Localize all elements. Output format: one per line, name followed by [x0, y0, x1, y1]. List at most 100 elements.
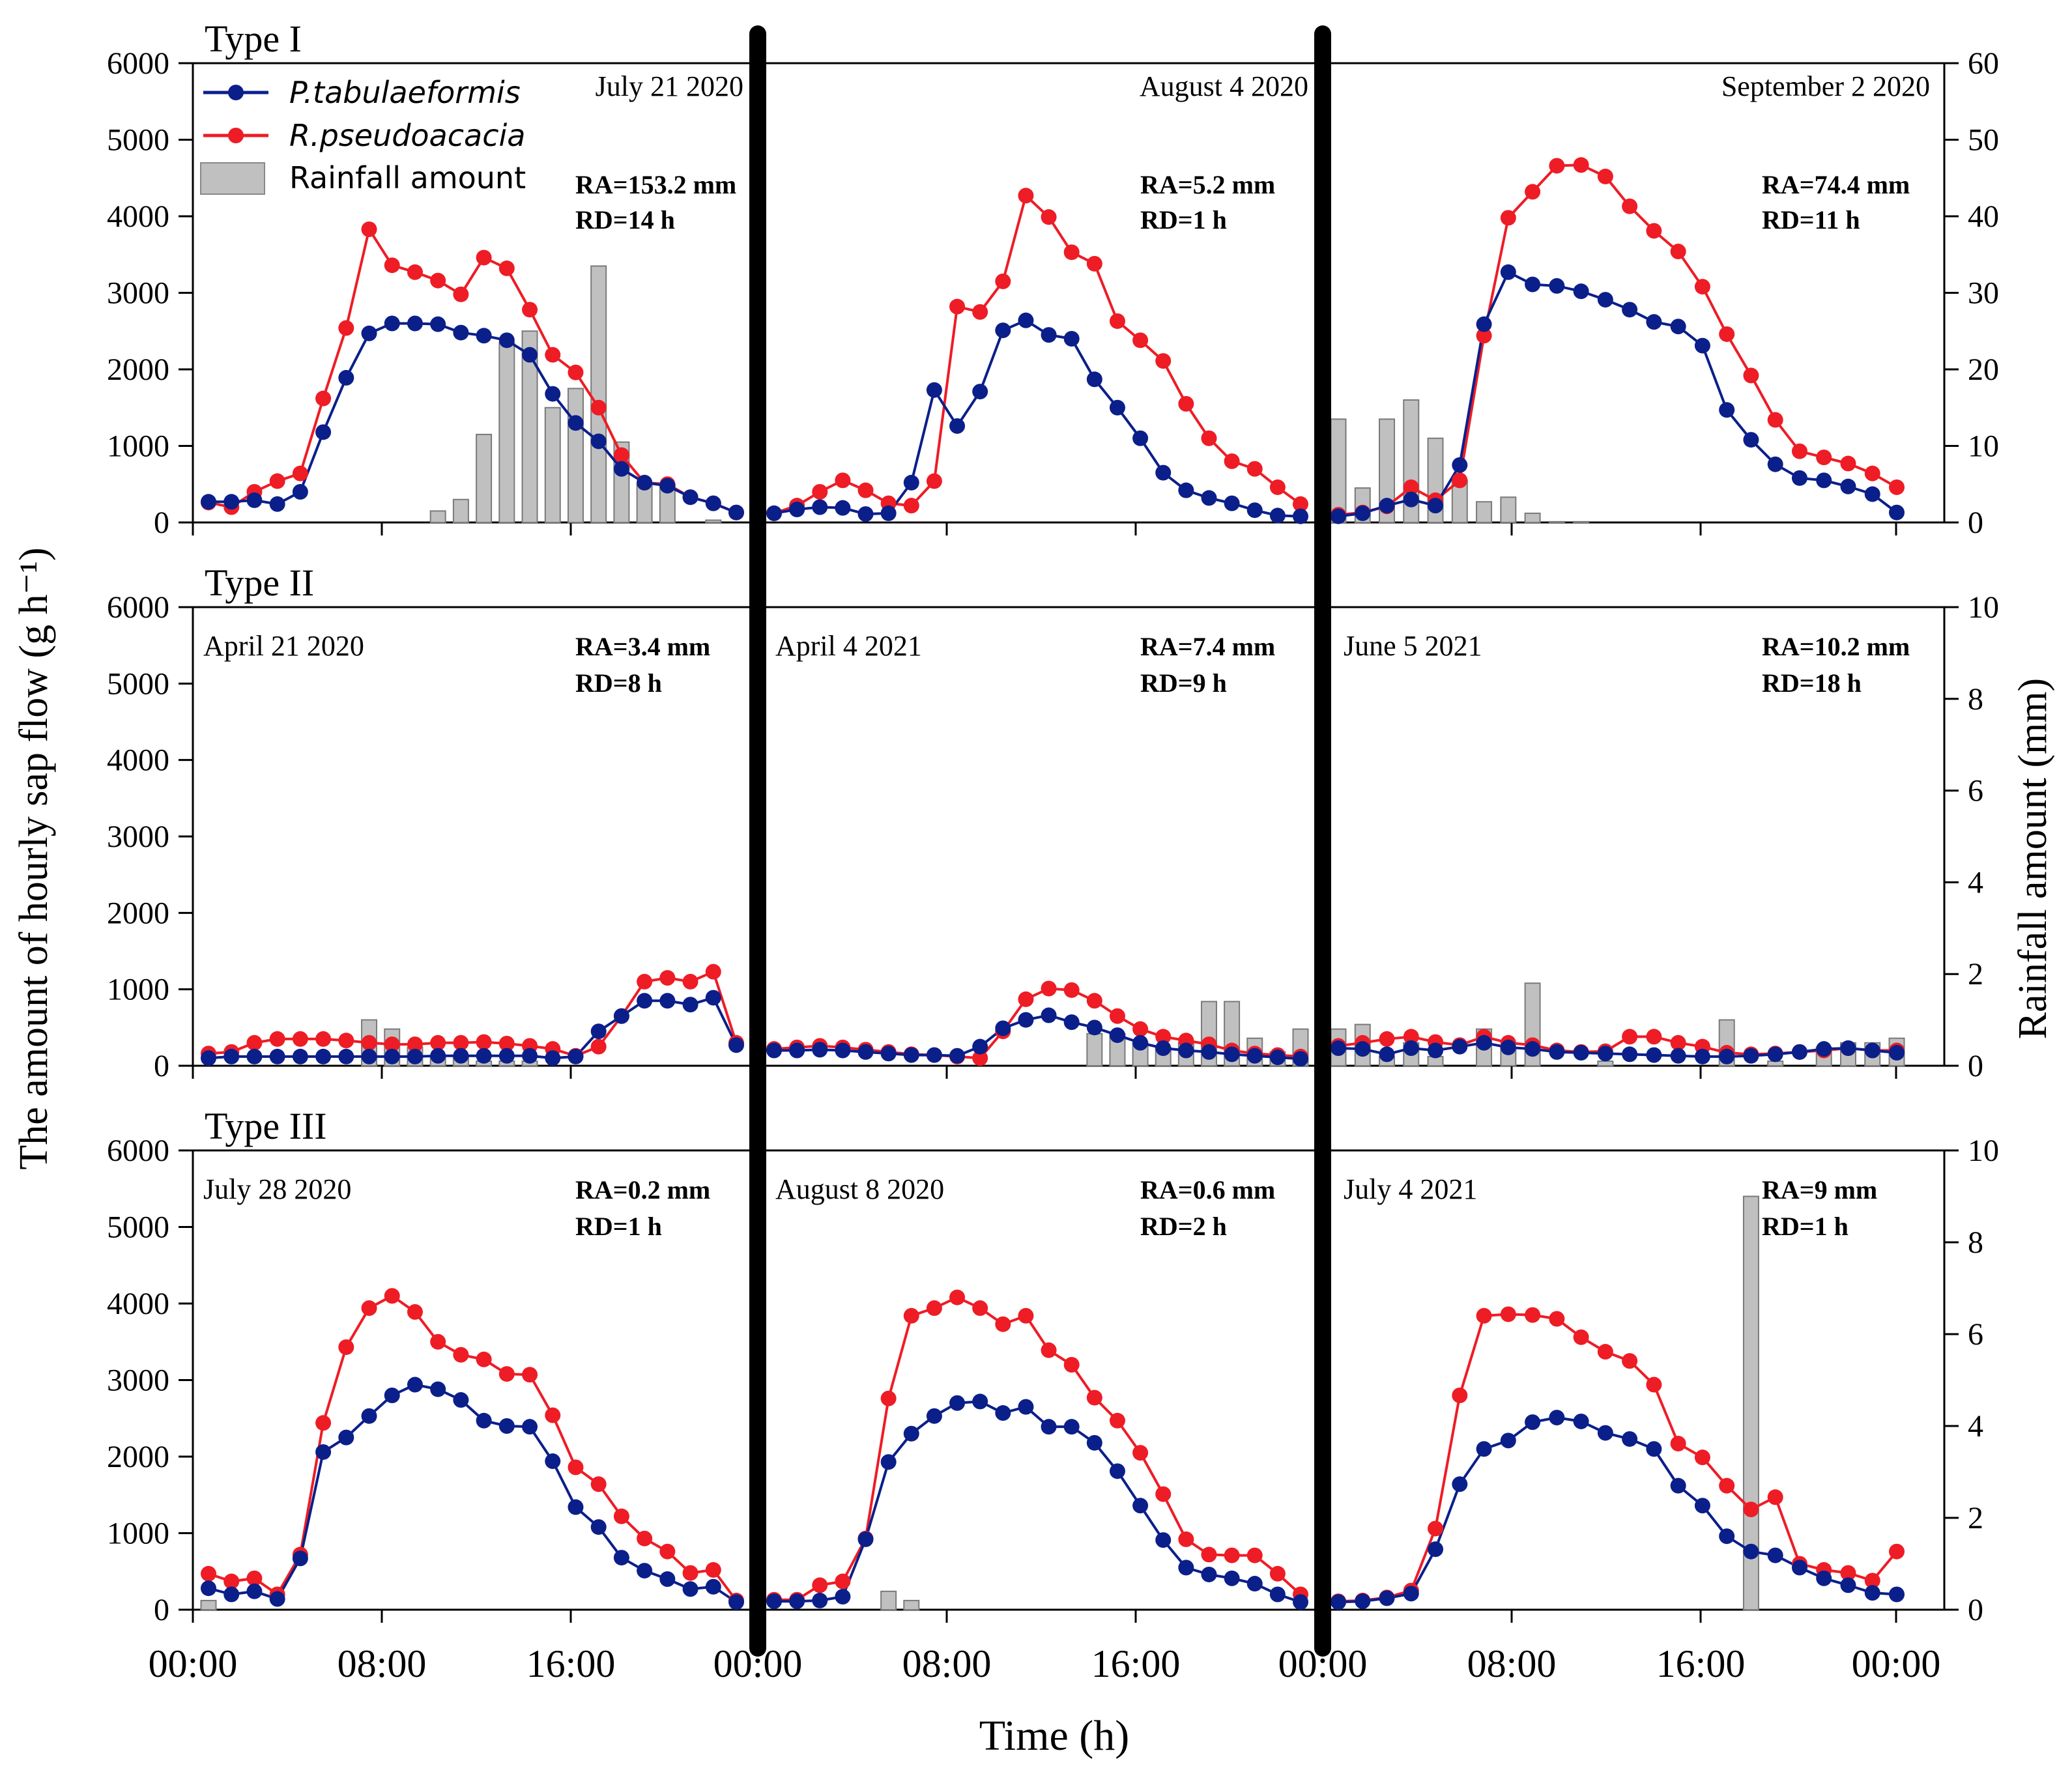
panel-rd: RD=14 h [575, 205, 675, 235]
series-point-r [1573, 157, 1589, 173]
series-point-p [1246, 1048, 1263, 1064]
series-point-p [926, 1408, 942, 1424]
series-point-r [1646, 223, 1662, 239]
panel-rd: RD=1 h [1762, 1212, 1849, 1241]
series-point-p [545, 386, 561, 402]
series-point-p [1573, 1413, 1589, 1429]
series-line-r [774, 1296, 1302, 1601]
panel-rd: RD=9 h [1140, 668, 1227, 698]
series-point-r [1889, 479, 1905, 495]
panel-2-3: June 5 2021 RA=10.2 mm RD=18 h [1330, 630, 1910, 1067]
series-point-p [315, 424, 332, 440]
series-point-r [705, 963, 721, 980]
rain-bar [590, 265, 607, 523]
series-point-r [246, 1034, 263, 1051]
series-point-p [1269, 1049, 1286, 1066]
series-point-p [1063, 1419, 1080, 1435]
series-point-r [384, 1288, 400, 1304]
series-point-r [682, 1565, 698, 1581]
series-point-r [269, 473, 285, 489]
series-point-r [1041, 980, 1057, 997]
panel-date: June 5 2021 [1344, 630, 1482, 662]
series-point-r [1178, 1531, 1194, 1547]
series-point-r [1694, 1449, 1710, 1466]
series-point-r [1132, 1021, 1149, 1037]
series-point-p [1646, 1441, 1662, 1457]
series-point-p [223, 1048, 240, 1064]
rain-bar [498, 341, 515, 523]
series-point-r [613, 447, 629, 463]
series-point-p [1889, 504, 1905, 520]
x-tick-label: 08:00 [338, 1642, 427, 1685]
series-point-r [613, 1508, 629, 1524]
series-point-p [682, 1581, 698, 1597]
y-tick-label: 0 [154, 1049, 169, 1083]
series-point-p [835, 1589, 851, 1605]
series-point-p [1694, 1498, 1710, 1514]
series-point-p [1403, 1040, 1419, 1057]
series-point-p [789, 1042, 805, 1059]
rain-bar [429, 510, 446, 523]
series-point-r [1549, 158, 1565, 174]
series-point-r [1109, 1008, 1125, 1024]
rain-bar [880, 1590, 897, 1611]
series-line-p [1338, 1416, 1897, 1604]
series-line-r [208, 969, 738, 1057]
series-point-p [522, 347, 538, 363]
series-point-r [1293, 496, 1308, 512]
series-point-p [292, 484, 308, 500]
series-point-p [1476, 1441, 1492, 1457]
y2-tick-label: 50 [1968, 123, 1999, 158]
panel-date: July 28 2020 [203, 1173, 351, 1205]
series-point-p [246, 1583, 263, 1599]
series-point-p [1622, 1431, 1638, 1447]
series-point-r [1476, 328, 1492, 344]
series-point-p [1476, 316, 1492, 332]
series-point-p [1224, 495, 1240, 511]
series-point-r [972, 1300, 988, 1317]
series-point-p [705, 1578, 721, 1595]
series-point-p [1549, 1410, 1565, 1426]
y2-tick-label: 0 [1968, 506, 1983, 540]
y-tick-label: 1000 [107, 973, 169, 1007]
series-point-p [682, 997, 698, 1013]
panel-date: August 4 2020 [1140, 70, 1308, 102]
series-point-p [835, 1042, 851, 1059]
series-point-r [1403, 479, 1419, 495]
series-point-r [223, 1573, 240, 1590]
series-point-p [659, 993, 676, 1009]
series-point-p [1791, 1044, 1807, 1060]
series-point-p [613, 1008, 629, 1024]
series-point-r [1155, 353, 1172, 369]
series-point-r [1646, 1029, 1662, 1045]
series-point-p [1646, 1047, 1662, 1063]
series-point-p [972, 384, 988, 400]
series-point-p [1525, 1041, 1541, 1057]
series-point-p [1331, 1040, 1346, 1057]
series-point-p [1670, 319, 1686, 335]
panel-3-3: July 4 2021 RA=9 mm RD=1 h [1331, 1173, 1905, 1610]
series-point-r [1549, 1311, 1565, 1327]
series-point-p [766, 1593, 782, 1610]
series-point-r [1864, 465, 1880, 481]
series-point-p [407, 1048, 423, 1064]
series-point-p [545, 1050, 561, 1066]
rain-bar [567, 388, 584, 523]
series-point-p [1597, 292, 1613, 308]
panel-rd: RD=18 h [1762, 668, 1862, 698]
type-label: Type III [205, 1105, 327, 1147]
series-point-r [522, 302, 538, 318]
series-point-p [1452, 1038, 1468, 1055]
y-tick-label: 3000 [107, 1363, 169, 1398]
series-point-r [1791, 443, 1807, 459]
y-tick-label: 1000 [107, 429, 169, 464]
series-line-p [773, 319, 1301, 518]
series-point-r [1597, 1344, 1613, 1360]
series-point-r [476, 250, 492, 266]
series-point-p [880, 505, 897, 521]
rain-bar [200, 1599, 217, 1610]
series-point-p [637, 1563, 653, 1579]
y2-tick-label: 20 [1968, 352, 1999, 387]
series-point-p [453, 1048, 469, 1064]
series-point-p [1597, 1425, 1613, 1441]
